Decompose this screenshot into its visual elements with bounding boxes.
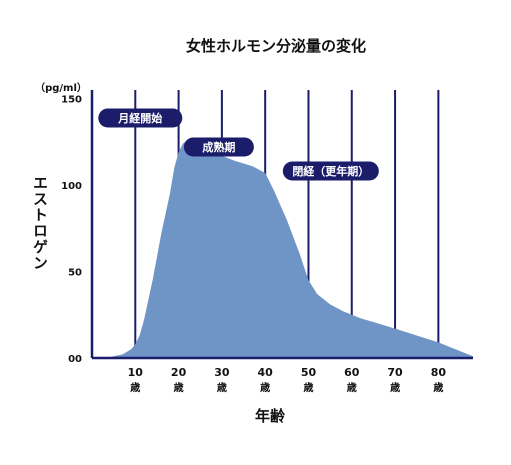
x-tick-label-70: 70 xyxy=(387,366,403,379)
y-axis-label: エストロゲン xyxy=(31,175,49,271)
annotation-badge-bg xyxy=(183,137,254,157)
x-tick-unit-60: 歳 xyxy=(347,381,357,394)
x-tick-label-20: 20 xyxy=(171,366,187,379)
x-tick-label-60: 60 xyxy=(344,366,360,379)
annotation-badge-3: 閉経（更年期） xyxy=(282,161,379,181)
x-tick-label-40: 40 xyxy=(258,366,274,379)
annotation-label: 閉経（更年期） xyxy=(292,164,369,178)
annotation-label: 月経開始 xyxy=(117,111,162,125)
y-tick-label-150: 150 xyxy=(61,95,82,106)
x-tick-unit-10: 歳 xyxy=(130,381,140,394)
x-axis-label: 年齢 xyxy=(255,407,286,425)
x-tick-label-30: 30 xyxy=(214,366,230,379)
x-tick-unit-80: 歳 xyxy=(433,381,443,394)
y-tick-label-50: 50 xyxy=(68,268,82,279)
annotation-badge-2: 成熟期 xyxy=(183,137,254,157)
data-area xyxy=(92,138,473,358)
y-tick-labels: 00 50 100 150 xyxy=(61,95,82,365)
chart-title: 女性ホルモン分泌量の変化 xyxy=(186,37,366,55)
x-tick-unit-20: 歳 xyxy=(174,381,184,394)
x-tick-unit-30: 歳 xyxy=(217,381,227,394)
annotation-label: 成熟期 xyxy=(202,140,235,154)
axes-layer xyxy=(90,90,473,360)
x-tick-unit-70: 歳 xyxy=(390,381,400,394)
x-tick-label-50: 50 xyxy=(301,366,317,379)
x-tick-label-10: 10 xyxy=(128,366,144,379)
x-tick-label-80: 80 xyxy=(431,366,447,379)
annotation-badge-bg xyxy=(282,161,379,181)
y-tick-label-00: 00 xyxy=(68,354,82,365)
annotation-badge-1: 月経開始 xyxy=(98,108,183,128)
x-tick-labels: 10 歳 20 歳 30 歳 40 歳 50 歳 60 歳 70 歳 80 歳 xyxy=(128,366,447,394)
y-tick-label-100: 100 xyxy=(61,181,82,192)
annotation-badge-bg xyxy=(98,108,183,128)
x-tick-unit-50: 歳 xyxy=(303,381,313,394)
x-tick-unit-40: 歳 xyxy=(260,381,270,394)
y-unit-label: （pg/ml） xyxy=(35,81,87,94)
